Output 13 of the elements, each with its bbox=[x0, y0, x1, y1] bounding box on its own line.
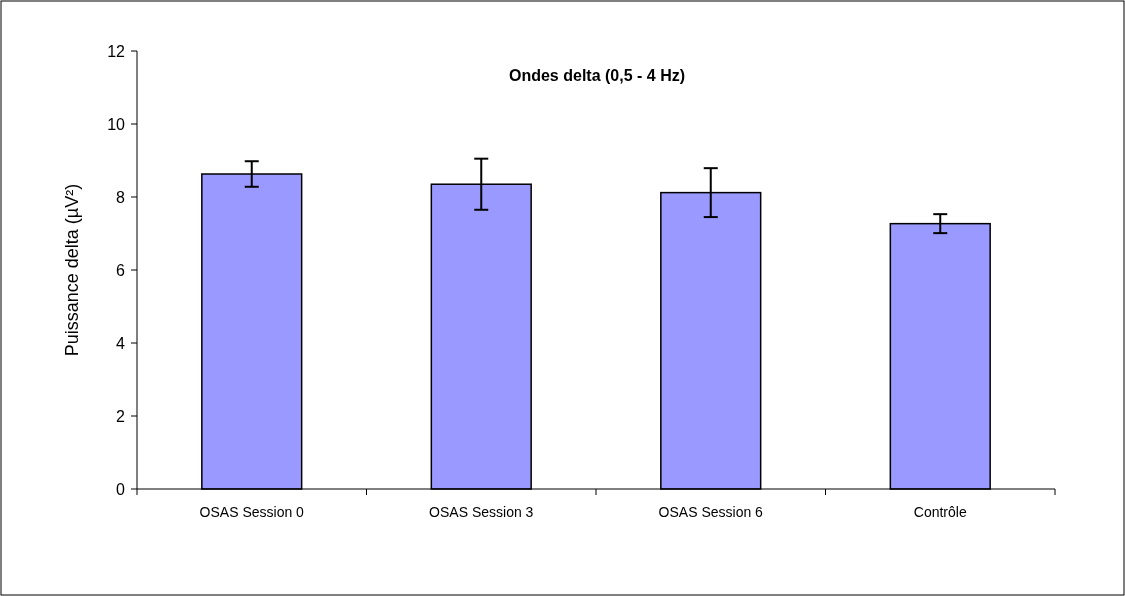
x-tick-label: Contrôle bbox=[913, 504, 967, 520]
y-tick-label: 6 bbox=[116, 261, 126, 279]
x-tick-label: OSAS Session 0 bbox=[199, 504, 305, 520]
text: Ondes delta (0,5 - 4 Hz) bbox=[508, 67, 686, 84]
x-tick-label: OSAS Session 6 bbox=[658, 504, 764, 520]
y-tick-label: 0 bbox=[116, 480, 126, 498]
y-axis-title: Puissance delta (µV²) bbox=[62, 183, 82, 357]
y-tick-label: 2 bbox=[116, 407, 126, 425]
y-tick-label: 4 bbox=[116, 334, 126, 352]
y-tick-label: 8 bbox=[116, 188, 126, 206]
y-tick-label: 10 bbox=[107, 115, 126, 133]
x-tick-label: OSAS Session 3 bbox=[429, 504, 534, 520]
y-tick-label: 12 bbox=[107, 42, 126, 60]
